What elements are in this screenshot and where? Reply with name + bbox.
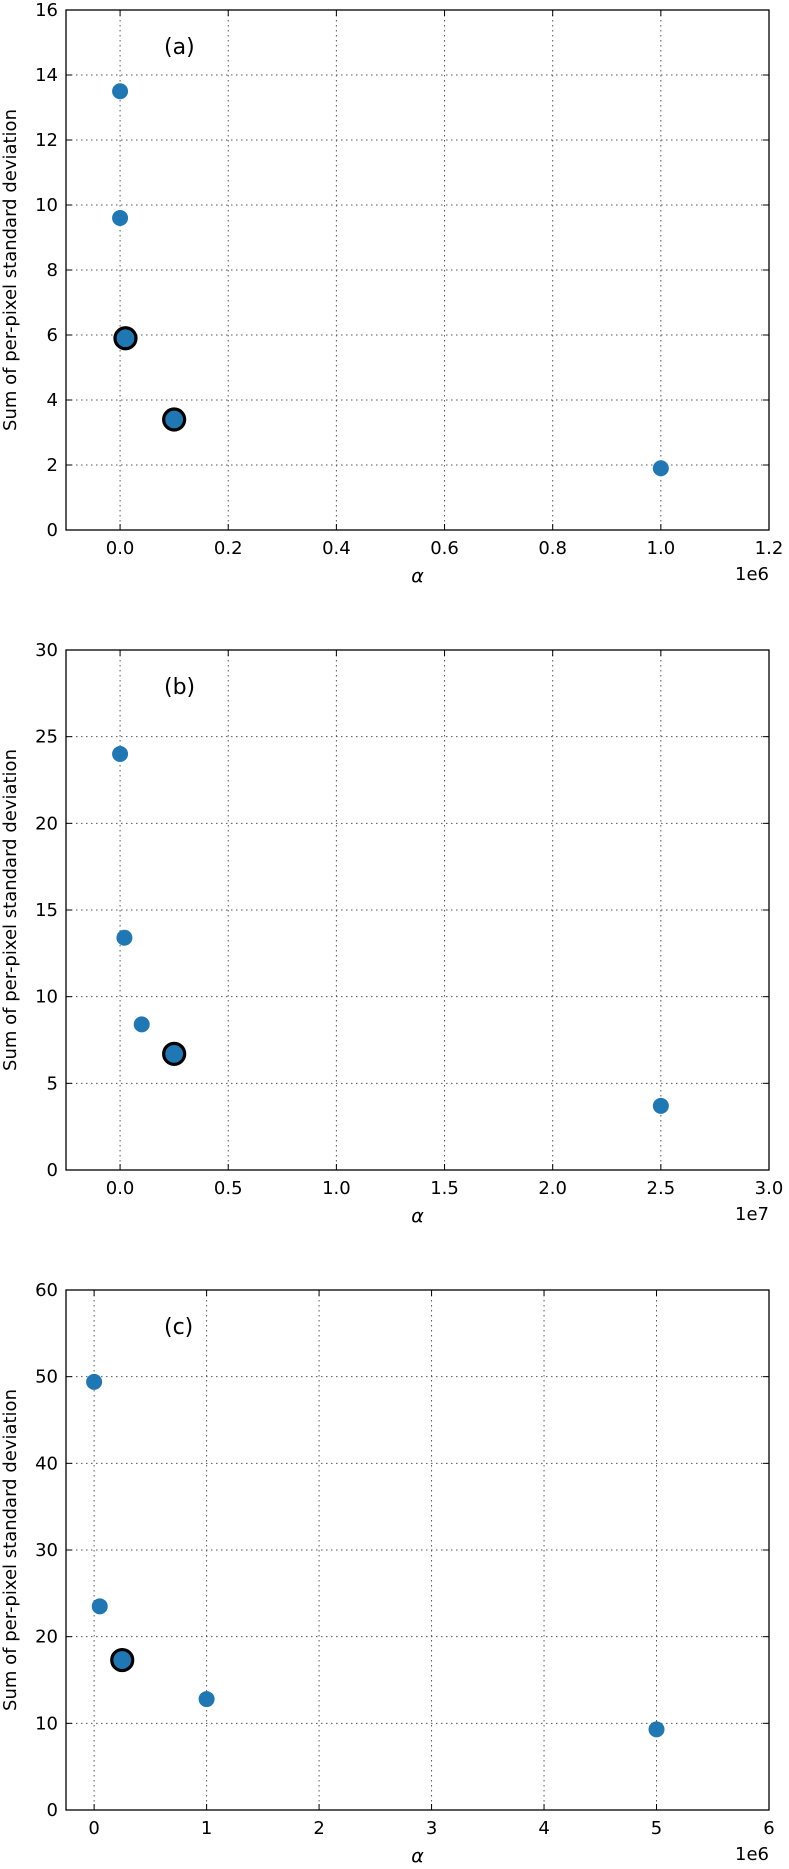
y-tick-label: 0 bbox=[47, 1800, 58, 1821]
y-tick-label: 0 bbox=[47, 1160, 58, 1181]
y-tick-label: 2 bbox=[47, 455, 58, 476]
x-tick-label: 2 bbox=[313, 1818, 324, 1839]
chart-panel-1: 0.0 0.2 0.4 0.6 0.8 1.0 1.2 0 2 4 6 8 10 12 14 16 1e6 α Su… bbox=[0, 0, 783, 587]
x-tick-label: 2.0 bbox=[538, 1178, 567, 1199]
y-tick-label: 50 bbox=[35, 1367, 58, 1388]
y-tick-label: 8 bbox=[47, 260, 58, 281]
x-offset-text: 1e6 bbox=[735, 564, 769, 585]
x-tick-label: 1 bbox=[201, 1818, 212, 1839]
y-tick-label: 60 bbox=[35, 1280, 58, 1301]
y-tick-label: 12 bbox=[35, 130, 58, 151]
highlighted-point bbox=[113, 326, 138, 351]
panel-label: (b) bbox=[164, 675, 195, 700]
data-point bbox=[648, 1721, 665, 1738]
y-tick-label: 6 bbox=[47, 325, 58, 346]
data-point bbox=[112, 83, 129, 100]
x-tick-label: 0.4 bbox=[322, 538, 351, 559]
y-axis-label: Sum of per-pixel standard deviation bbox=[0, 1389, 21, 1711]
panel-label: (c) bbox=[164, 1315, 193, 1340]
data-point bbox=[112, 210, 129, 226]
x-axis-label: α bbox=[411, 1205, 424, 1227]
y-tick-label: 10 bbox=[35, 1713, 58, 1734]
x-tick-label: 0.0 bbox=[106, 538, 135, 559]
y-tick-label: 14 bbox=[35, 65, 58, 86]
y-tick-label: 4 bbox=[47, 390, 58, 411]
data-point bbox=[116, 929, 133, 946]
y-tick-label: 10 bbox=[35, 195, 58, 216]
panel-label: (a) bbox=[164, 35, 195, 60]
data-point bbox=[112, 746, 129, 762]
y-tick-label: 30 bbox=[35, 1540, 58, 1561]
y-tick-label: 25 bbox=[35, 727, 58, 748]
x-tick-label: 1.0 bbox=[647, 538, 676, 559]
x-offset-text: 1e7 bbox=[735, 1204, 769, 1225]
x-tick-label: 3 bbox=[426, 1818, 437, 1839]
chart-panel-2: 0.0 0.5 1.0 1.5 2.0 2.5 3.0 0 5 10 15 20 25 30 1e7 α Sum… bbox=[0, 640, 783, 1227]
y-tick-label: 20 bbox=[35, 1627, 58, 1648]
y-axis-label: Sum of per-pixel standard deviation bbox=[0, 749, 21, 1071]
x-tick-label: 1.5 bbox=[430, 1178, 459, 1199]
y-tick-label: 0 bbox=[47, 520, 58, 541]
y-tick-label: 5 bbox=[47, 1073, 58, 1094]
x-offset-text: 1e6 bbox=[735, 1844, 769, 1865]
y-tick-label: 15 bbox=[35, 900, 58, 921]
highlighted-point bbox=[162, 1041, 187, 1066]
x-tick-label: 0.6 bbox=[430, 538, 459, 559]
x-tick-label: 0 bbox=[88, 1818, 99, 1839]
x-tick-label: 2.5 bbox=[647, 1178, 676, 1199]
y-tick-label: 30 bbox=[35, 640, 58, 661]
x-axis-label: α bbox=[411, 1845, 424, 1867]
x-axis-label: α bbox=[411, 565, 424, 587]
x-tick-label: 4 bbox=[538, 1818, 549, 1839]
x-tick-label: 1.2 bbox=[755, 538, 784, 559]
data-point bbox=[198, 1691, 215, 1708]
x-tick-label: 6 bbox=[763, 1818, 774, 1839]
data-point bbox=[652, 1097, 669, 1114]
data-point bbox=[86, 1373, 103, 1390]
x-tick-label: 1.0 bbox=[322, 1178, 351, 1199]
y-axis-label: Sum of per-pixel standard deviation bbox=[0, 109, 21, 431]
y-tick-label: 10 bbox=[35, 987, 58, 1008]
y-tick-label: 40 bbox=[35, 1453, 58, 1474]
x-tick-label: 0.0 bbox=[106, 1178, 135, 1199]
highlighted-point bbox=[110, 1647, 135, 1673]
x-tick-label: 0.8 bbox=[538, 538, 567, 559]
data-point bbox=[652, 460, 669, 477]
x-tick-label: 5 bbox=[651, 1818, 662, 1839]
x-tick-label: 3.0 bbox=[755, 1178, 784, 1199]
highlighted-point bbox=[162, 407, 187, 432]
data-point bbox=[91, 1598, 108, 1615]
x-tick-label: 0.5 bbox=[214, 1178, 243, 1199]
y-tick-label: 16 bbox=[35, 0, 58, 21]
data-point bbox=[133, 1016, 150, 1033]
x-tick-label: 0.2 bbox=[214, 538, 243, 559]
y-tick-label: 20 bbox=[35, 813, 58, 834]
